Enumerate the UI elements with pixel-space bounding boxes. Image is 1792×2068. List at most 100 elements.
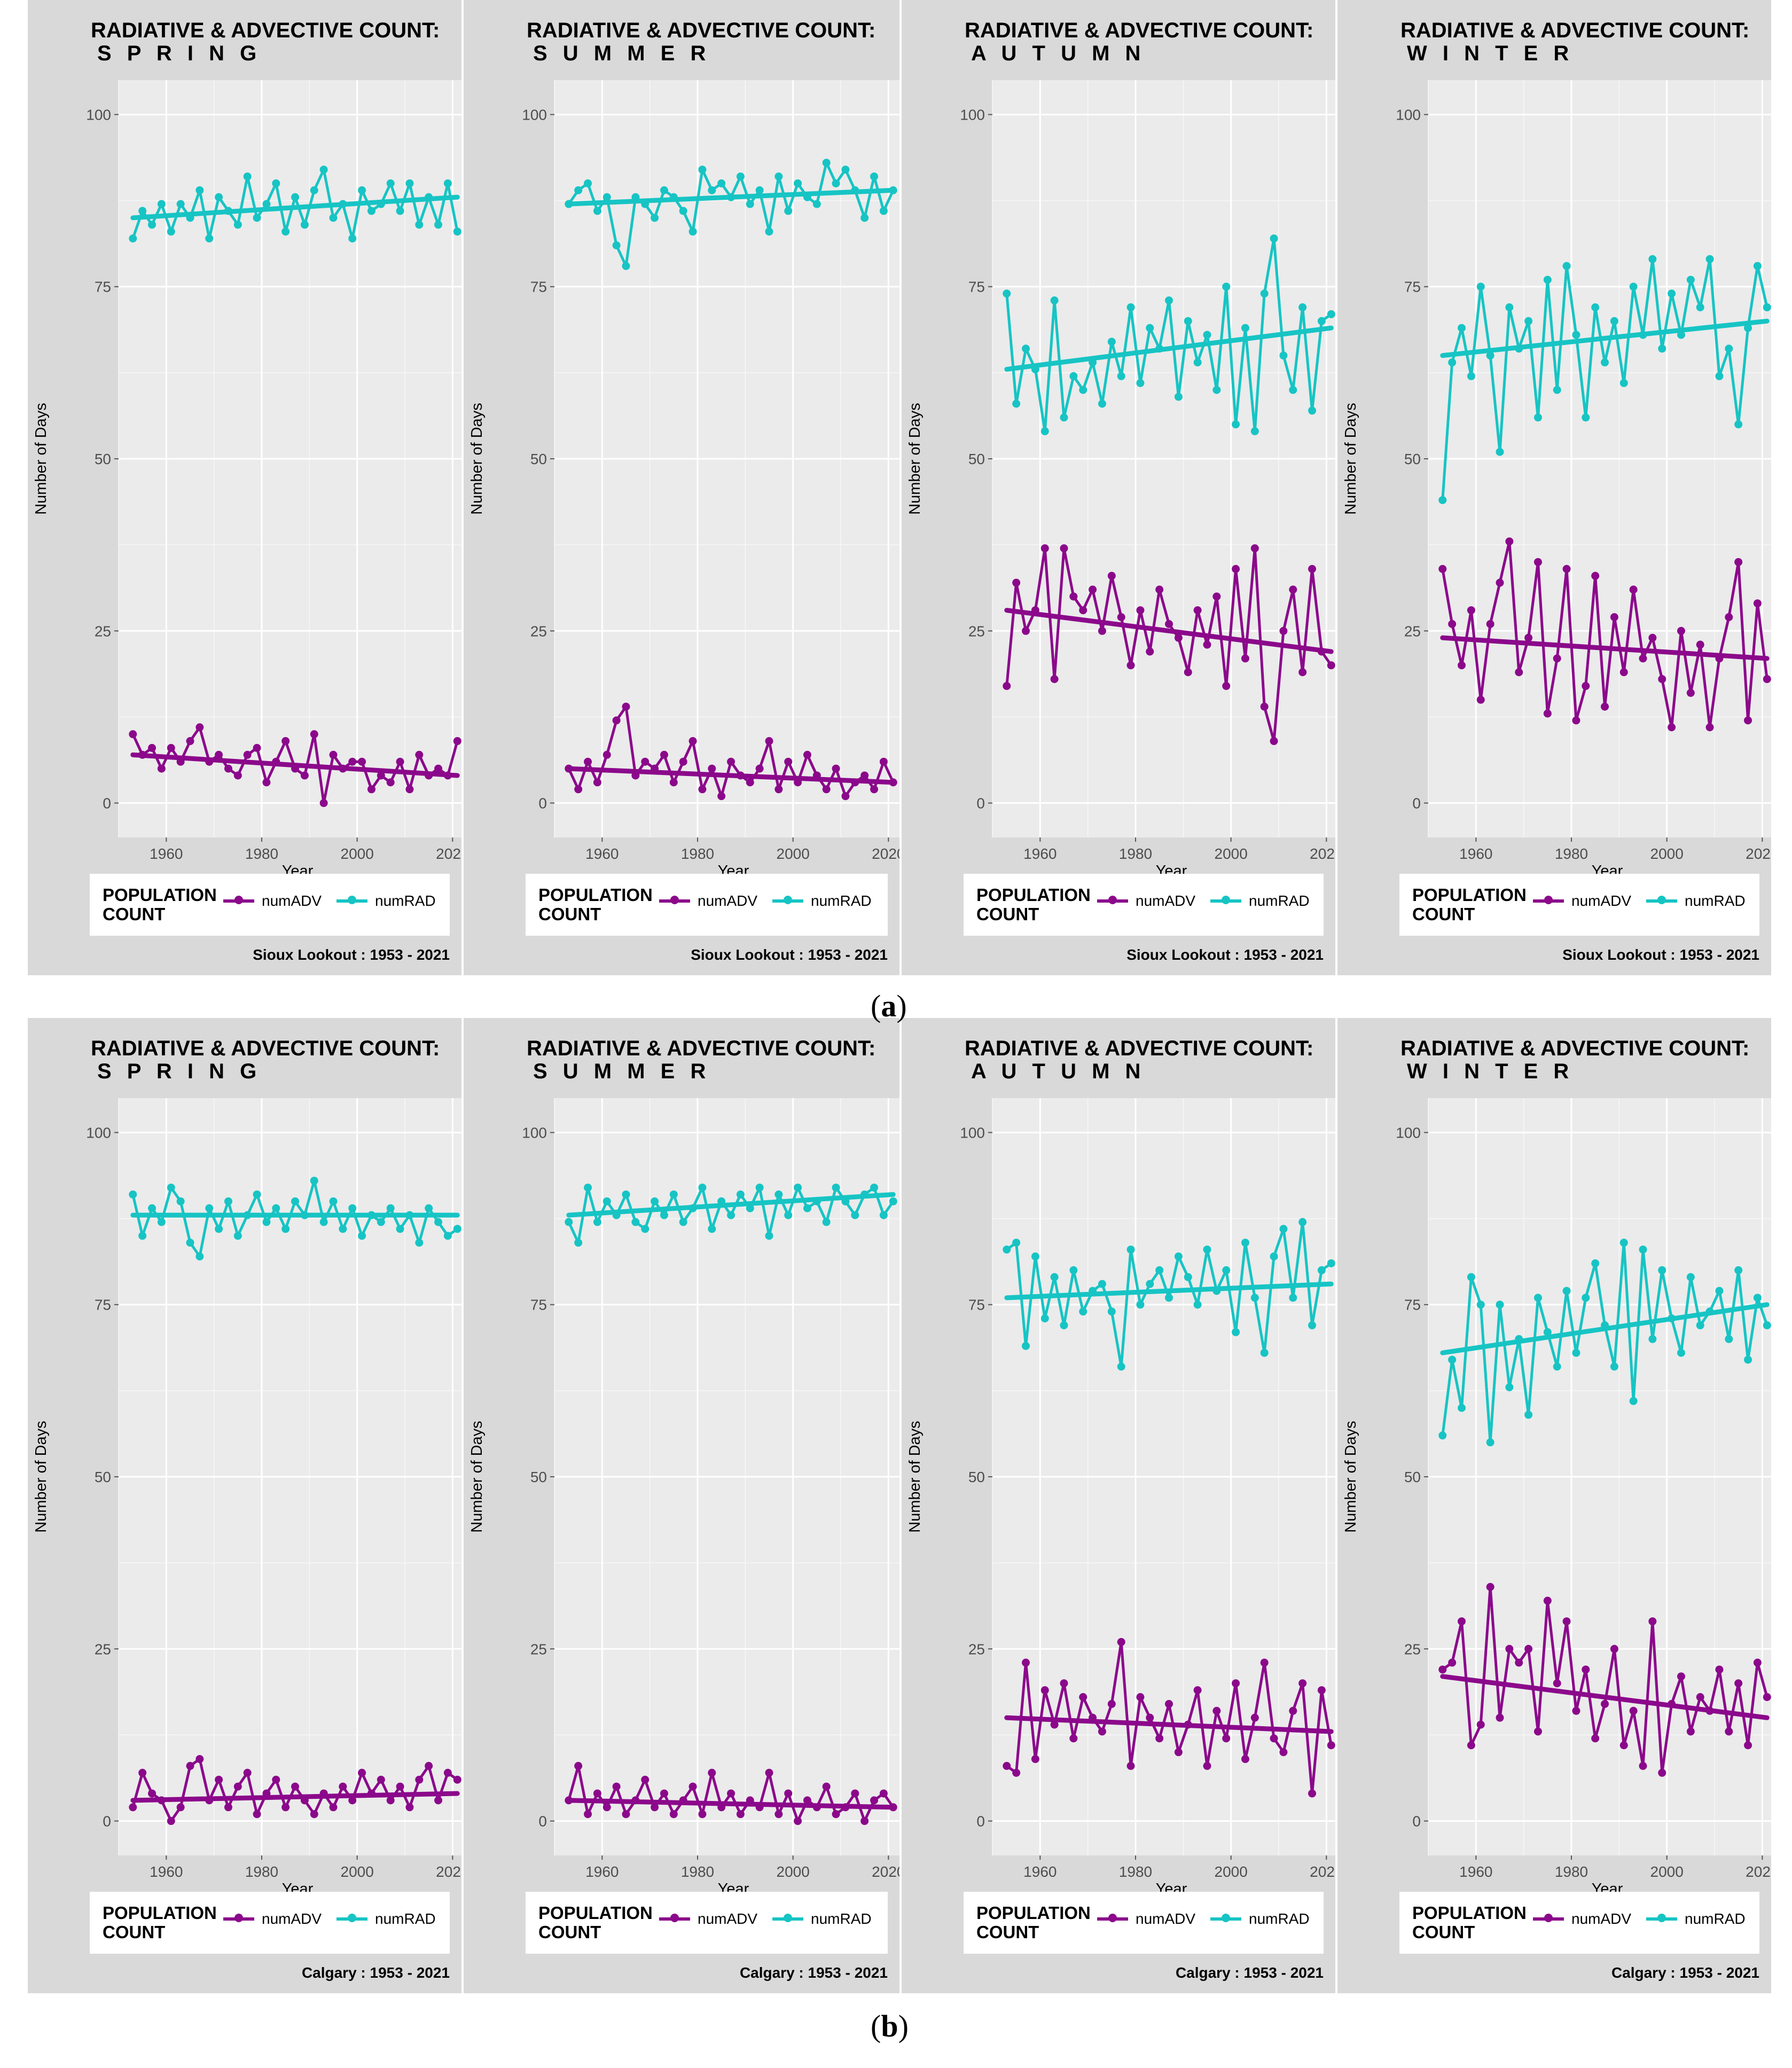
y-tick-label: 50 (530, 1469, 547, 1485)
legend-key-adv (223, 896, 254, 904)
data-point-numRAD (1668, 289, 1676, 298)
y-tick-label: 50 (95, 1469, 111, 1485)
x-tick-label: 1980 (1555, 1863, 1588, 1880)
data-point-numADV (195, 1755, 204, 1764)
x-tick-label: 1960 (150, 845, 183, 862)
data-point-numRAD (358, 1232, 366, 1240)
data-point-numRAD (1079, 1307, 1087, 1316)
data-point-numADV (224, 1803, 232, 1812)
data-point-numADV (1467, 606, 1475, 615)
trend-line-numADV (566, 1798, 896, 1810)
data-point-numRAD (660, 1211, 668, 1219)
data-point-numRAD (1533, 1294, 1542, 1302)
data-point-numADV (1003, 682, 1011, 690)
data-point-numADV (300, 771, 309, 780)
data-point-numADV (851, 1789, 859, 1798)
data-point-numRAD (879, 1211, 888, 1219)
data-point-numRAD (1744, 324, 1752, 332)
data-point-numRAD (1753, 262, 1762, 270)
data-point-numRAD (774, 1190, 783, 1198)
data-point-numADV (870, 1796, 879, 1805)
data-point-numRAD (1136, 379, 1145, 387)
data-point-numRAD (1543, 276, 1552, 284)
data-point-numADV (386, 778, 395, 787)
data-point-numRAD (1725, 344, 1733, 353)
data-point-numADV (841, 792, 850, 801)
data-point-numRAD (348, 1204, 357, 1212)
data-point-numRAD (1582, 1294, 1590, 1302)
data-point-numRAD (1203, 1246, 1211, 1254)
data-point-numRAD (870, 1184, 879, 1192)
data-point-numRAD (1734, 420, 1743, 429)
data-point-numRAD (679, 1218, 687, 1226)
chart-svg: 0 25 50 75 100 1960 1980 2000 2020 Year Number of … (1342, 80, 1771, 876)
data-point-numADV (1562, 1617, 1571, 1626)
data-point-numADV (1582, 1665, 1590, 1674)
chart-season: S U M M E R (533, 42, 711, 65)
data-point-numADV (186, 1761, 194, 1770)
x-tick-label: 2000 (341, 845, 374, 862)
chart-title-line: RADIATIVE & ADVECTIVE COUNT: (91, 19, 440, 42)
x-tick-label: 2000 (777, 1863, 810, 1880)
y-tick-label: 100 (86, 106, 111, 123)
data-point-numRAD (1553, 1362, 1561, 1371)
data-point-numADV (1524, 633, 1533, 642)
data-point-numADV (765, 737, 773, 746)
x-tick-label: 2020 (872, 1863, 899, 1880)
data-point-numADV (396, 757, 404, 766)
data-point-numADV (1725, 1727, 1733, 1736)
data-point-numADV (1686, 688, 1695, 697)
data-point-numADV (651, 1803, 659, 1812)
data-point-numADV (1648, 633, 1657, 642)
data-point-numADV (1184, 668, 1192, 677)
data-point-numRAD (1639, 1246, 1647, 1254)
legend-label-adv: numADV (698, 1910, 758, 1927)
data-point-numADV (622, 1810, 630, 1819)
chart-svg: 0 25 50 75 100 1960 1980 2000 2020 Year Number of … (33, 1098, 461, 1894)
data-point-numADV (784, 757, 793, 766)
data-point-numADV (129, 1803, 137, 1812)
data-point-numRAD (1117, 372, 1125, 380)
legend-title: POPULATION COUNT (103, 886, 217, 924)
data-point-numRAD (205, 234, 214, 242)
x-tick-label: 2000 (341, 1863, 374, 1880)
data-point-numADV (1696, 640, 1704, 649)
y-tick-label: 75 (95, 279, 111, 295)
trend-line-numRAD (130, 194, 460, 221)
chart-svg: 0 25 50 75 100 1960 1980 2000 2020 Year Number of … (906, 1098, 1335, 1894)
legend-label-rad: numRAD (811, 892, 872, 909)
x-tick-label: 1960 (1459, 845, 1492, 862)
data-point-numRAD (832, 179, 840, 187)
legend-title-line: POPULATION (976, 1903, 1091, 1923)
data-point-numADV (1553, 1679, 1561, 1688)
data-point-numRAD (396, 207, 404, 215)
data-point-numADV (1107, 1699, 1116, 1708)
data-point-numRAD (1686, 276, 1695, 284)
data-point-numADV (755, 764, 764, 773)
data-point-numADV (1098, 1727, 1106, 1736)
data-point-numADV (1040, 1686, 1049, 1695)
data-point-numRAD (1232, 420, 1240, 429)
data-point-numRAD (1298, 303, 1307, 311)
data-point-numADV (1022, 1658, 1030, 1667)
data-point-numRAD (755, 1184, 764, 1192)
legend-key-rad (337, 896, 367, 904)
data-point-numADV (1308, 1789, 1317, 1798)
station-caption: Calgary : 1953 - 2021 (301, 1964, 450, 1981)
data-point-numRAD (1763, 1321, 1771, 1329)
data-point-numRAD (1060, 1321, 1068, 1329)
data-point-numADV (1677, 1672, 1685, 1681)
data-point-numRAD (405, 179, 414, 187)
data-point-numADV (1069, 1734, 1078, 1743)
chart-panel: RADIATIVE & ADVECTIVE COUNT: A U T U M N 0… (902, 0, 1335, 975)
y-tick-label: 0 (1412, 1813, 1421, 1830)
data-point-numRAD (1174, 393, 1183, 401)
x-tick-label: 1960 (585, 845, 619, 862)
data-point-numADV (358, 757, 366, 766)
data-point-numRAD (727, 1211, 735, 1219)
data-point-numADV (415, 1775, 424, 1784)
y-tick-label: 50 (95, 451, 111, 467)
chart-panel: RADIATIVE & ADVECTIVE COUNT: S P R I N G 0… (28, 1018, 461, 1993)
data-point-numRAD (1744, 1356, 1752, 1364)
data-point-numRAD (1763, 303, 1771, 311)
